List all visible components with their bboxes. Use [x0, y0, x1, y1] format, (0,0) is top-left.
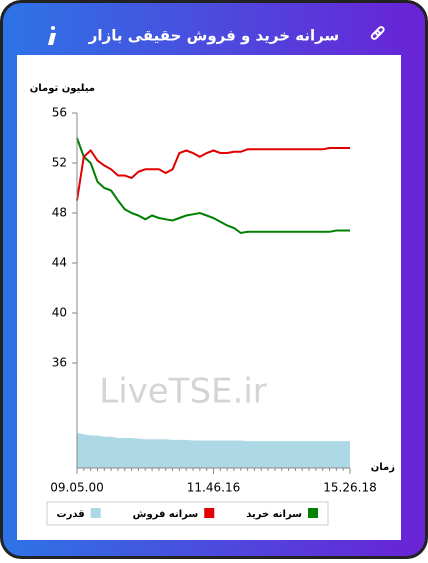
legend [46, 501, 329, 526]
y-tick-label: 56 [52, 106, 67, 120]
legend-swatch [90, 508, 101, 518]
legend-swatch [308, 508, 318, 518]
y-axis-title: میلیون تومان [30, 83, 95, 94]
x-tick-label: 15.26.18 [323, 481, 376, 495]
watermark: LiveTSE.ir [99, 372, 267, 412]
y-tick-label: 40 [52, 306, 67, 320]
info-icon[interactable] [48, 26, 56, 45]
x-axis-title: زمان [371, 462, 395, 473]
link-icon[interactable] [370, 26, 385, 40]
legend-label: سرانه خرید [246, 509, 302, 520]
x-tick-label: 11.46.16 [187, 481, 240, 495]
area [77, 433, 350, 468]
legend-swatch [204, 508, 215, 518]
legend-label: سرانه فروش [133, 509, 199, 520]
legend-label: قدرت [57, 509, 85, 520]
title: سرانه خرید و فروش حقیقی بازار [88, 27, 339, 45]
x-tick-label: 09.05.00 [50, 481, 103, 495]
y-tick-label: 52 [52, 156, 67, 170]
line [76, 147, 350, 201]
y-tick-label: 36 [52, 356, 67, 370]
line [76, 137, 350, 235]
y-tick-label: 44 [52, 256, 67, 270]
y-tick-label: 48 [52, 206, 67, 220]
